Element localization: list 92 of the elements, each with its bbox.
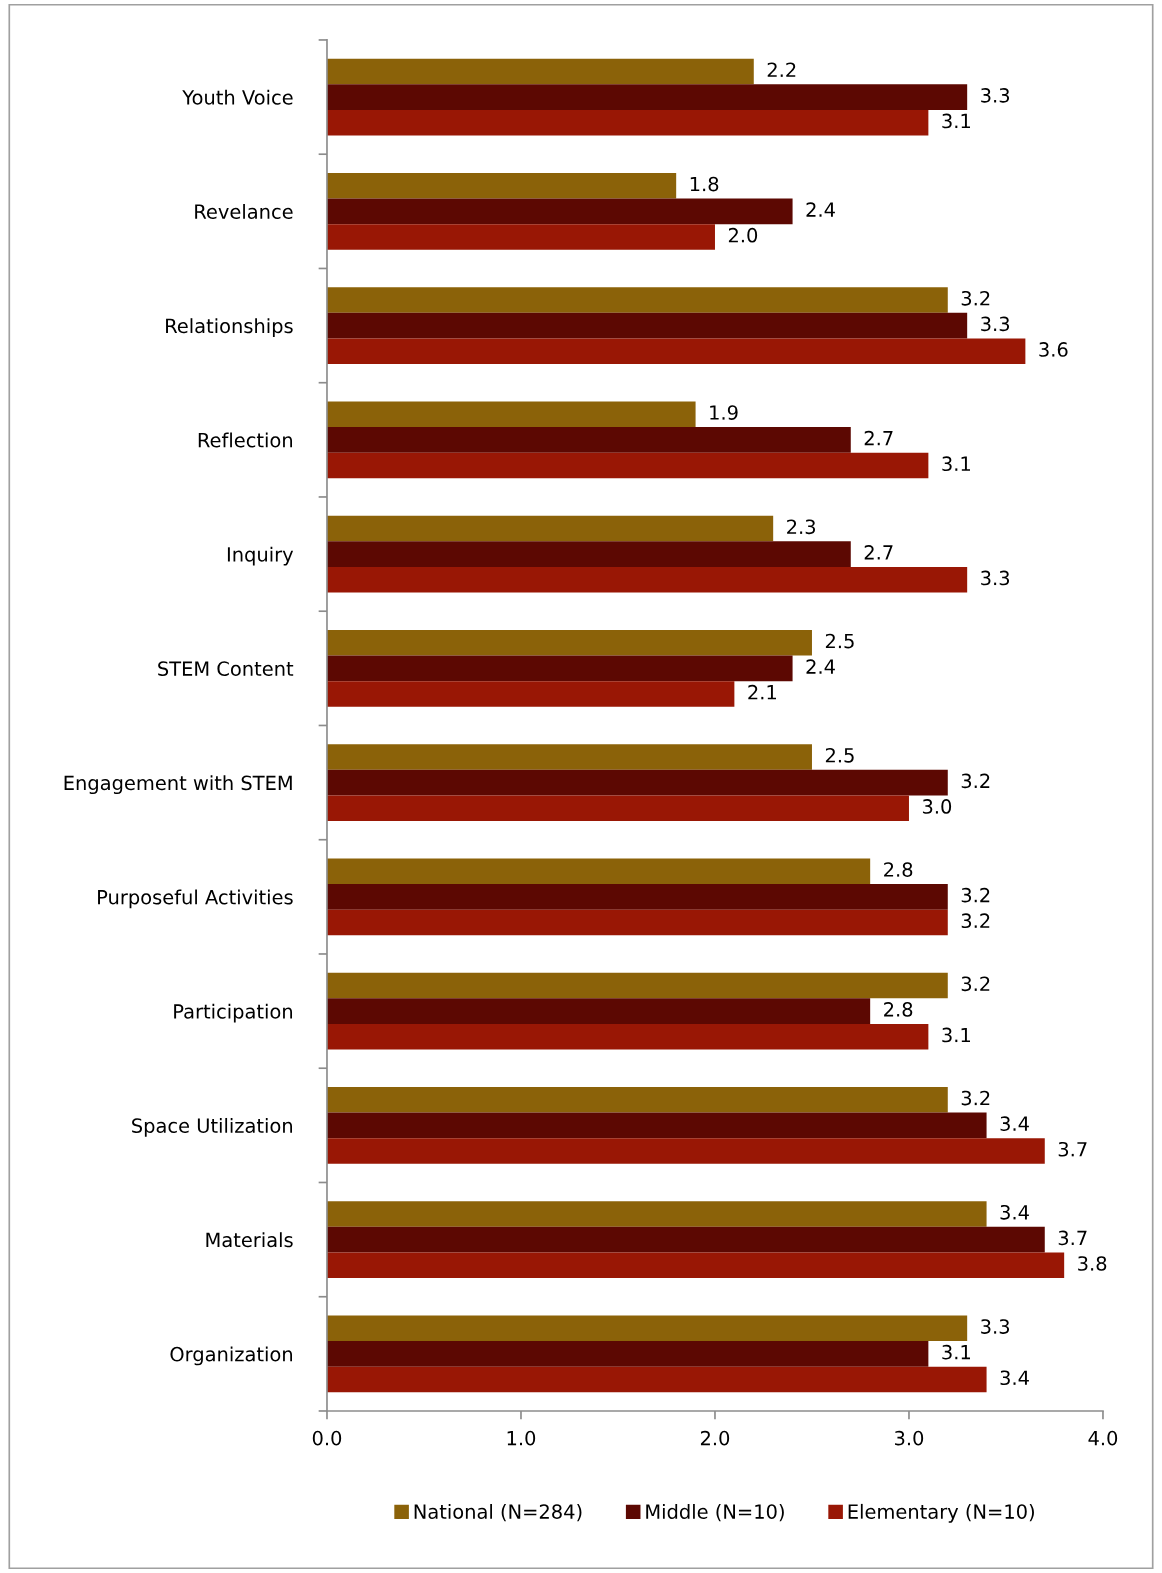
legend-label: Middle (N=10): [646, 1503, 784, 1522]
data-label: 3.4: [1000, 1370, 1029, 1386]
data-label: 3.8: [1078, 1256, 1107, 1271]
data-label: 3.7: [1058, 1141, 1087, 1157]
bar: [326, 998, 871, 1024]
data-label: 3.2: [961, 1090, 990, 1106]
bar: [326, 1366, 987, 1393]
data-label: 3.4: [1000, 1116, 1029, 1131]
data-label: 3.2: [961, 290, 990, 306]
data-label: 2.5: [825, 747, 854, 763]
bar: [326, 541, 851, 567]
y-tick-label: Reflection: [198, 432, 292, 448]
data-label: 3.3: [981, 316, 1010, 332]
data-label: 3.2: [961, 913, 990, 929]
bar: [326, 109, 929, 136]
data-label: 3.7: [1058, 1230, 1087, 1246]
data-label: 1.8: [690, 176, 719, 192]
bar: [326, 224, 715, 250]
x-tick-label: 1.0: [507, 1430, 536, 1446]
data-label: 3.2: [961, 976, 990, 992]
bar: [326, 909, 948, 936]
data-label: 2.2: [767, 62, 796, 77]
legend-label: National (N=284): [414, 1503, 582, 1522]
y-tick-label: Purposeful Activities: [98, 889, 293, 909]
x-tick-label: 2.0: [700, 1430, 730, 1446]
data-label: 2.1: [748, 684, 777, 700]
data-label: 3.3: [981, 1319, 1010, 1334]
bar: [326, 172, 677, 199]
bar: [326, 1252, 1065, 1278]
y-tick-label: Space Utilization: [132, 1117, 292, 1137]
bar: [326, 1112, 987, 1139]
bar: [326, 795, 909, 821]
bar: [326, 515, 774, 542]
data-label: 2.3: [787, 519, 816, 535]
bar: [326, 338, 1026, 364]
data-label: 2.8: [884, 1002, 913, 1017]
bar: [326, 1201, 987, 1227]
bar: [326, 84, 968, 110]
y-tick-label: Inquiry: [227, 546, 294, 566]
data-label: 2.7: [864, 430, 893, 446]
data-label: 3.0: [922, 799, 952, 814]
bar: [326, 681, 735, 707]
bar: [326, 58, 754, 85]
bar: [326, 312, 968, 339]
data-label: 3.1: [942, 1027, 970, 1043]
bar: [326, 1086, 948, 1113]
y-tick-label: Participation: [174, 1003, 292, 1023]
legend-label: Elementary (N=10): [848, 1503, 1034, 1523]
bar: [326, 655, 793, 682]
data-label: 3.4: [1000, 1204, 1029, 1220]
bar: [326, 769, 948, 796]
data-label: 3.1: [942, 113, 970, 129]
data-label: 2.8: [884, 862, 913, 877]
y-tick-label: Materials: [206, 1232, 293, 1248]
data-label: 1.9: [710, 405, 738, 420]
x-tick-label: 0.0: [312, 1430, 342, 1446]
bar: [326, 566, 968, 593]
bar: [326, 744, 812, 770]
data-label: 2.0: [728, 227, 758, 243]
data-label: 3.1: [942, 1344, 970, 1360]
bar: [326, 1341, 929, 1367]
data-label: 3.3: [981, 88, 1010, 103]
bar: [326, 452, 929, 479]
bar: [326, 287, 948, 313]
data-label: 2.4: [806, 202, 835, 217]
data-label: 3.3: [981, 570, 1010, 586]
data-label: 2.7: [864, 545, 893, 560]
bar: [326, 427, 851, 453]
y-tick-label: Organization: [170, 1346, 292, 1366]
x-tick-label: 3.0: [895, 1430, 924, 1446]
bar: [326, 1226, 1045, 1253]
bar: [326, 401, 696, 428]
data-label: 3.1: [942, 456, 970, 472]
y-tick-label: Relationships: [166, 318, 293, 338]
data-label: 2.4: [806, 659, 835, 674]
bar: [326, 629, 812, 656]
bar: [326, 858, 871, 885]
y-tick-label: STEM Content: [158, 661, 294, 677]
y-tick-label: Revelance: [195, 203, 293, 219]
y-tick-label: Engagement with STEM: [64, 775, 292, 795]
data-label: 2.5: [825, 633, 854, 649]
x-tick-label: 4.0: [1088, 1430, 1118, 1446]
bar: [326, 972, 948, 999]
bar: [326, 198, 793, 225]
data-label: 3.6: [1039, 342, 1068, 357]
data-label: 3.2: [961, 773, 990, 789]
bar: [326, 1138, 1045, 1164]
bar: [326, 884, 948, 910]
data-label: 3.2: [961, 887, 990, 903]
bar: [326, 1023, 929, 1050]
bar: [326, 1315, 968, 1342]
y-tick-label: Youth Voice: [182, 89, 293, 105]
